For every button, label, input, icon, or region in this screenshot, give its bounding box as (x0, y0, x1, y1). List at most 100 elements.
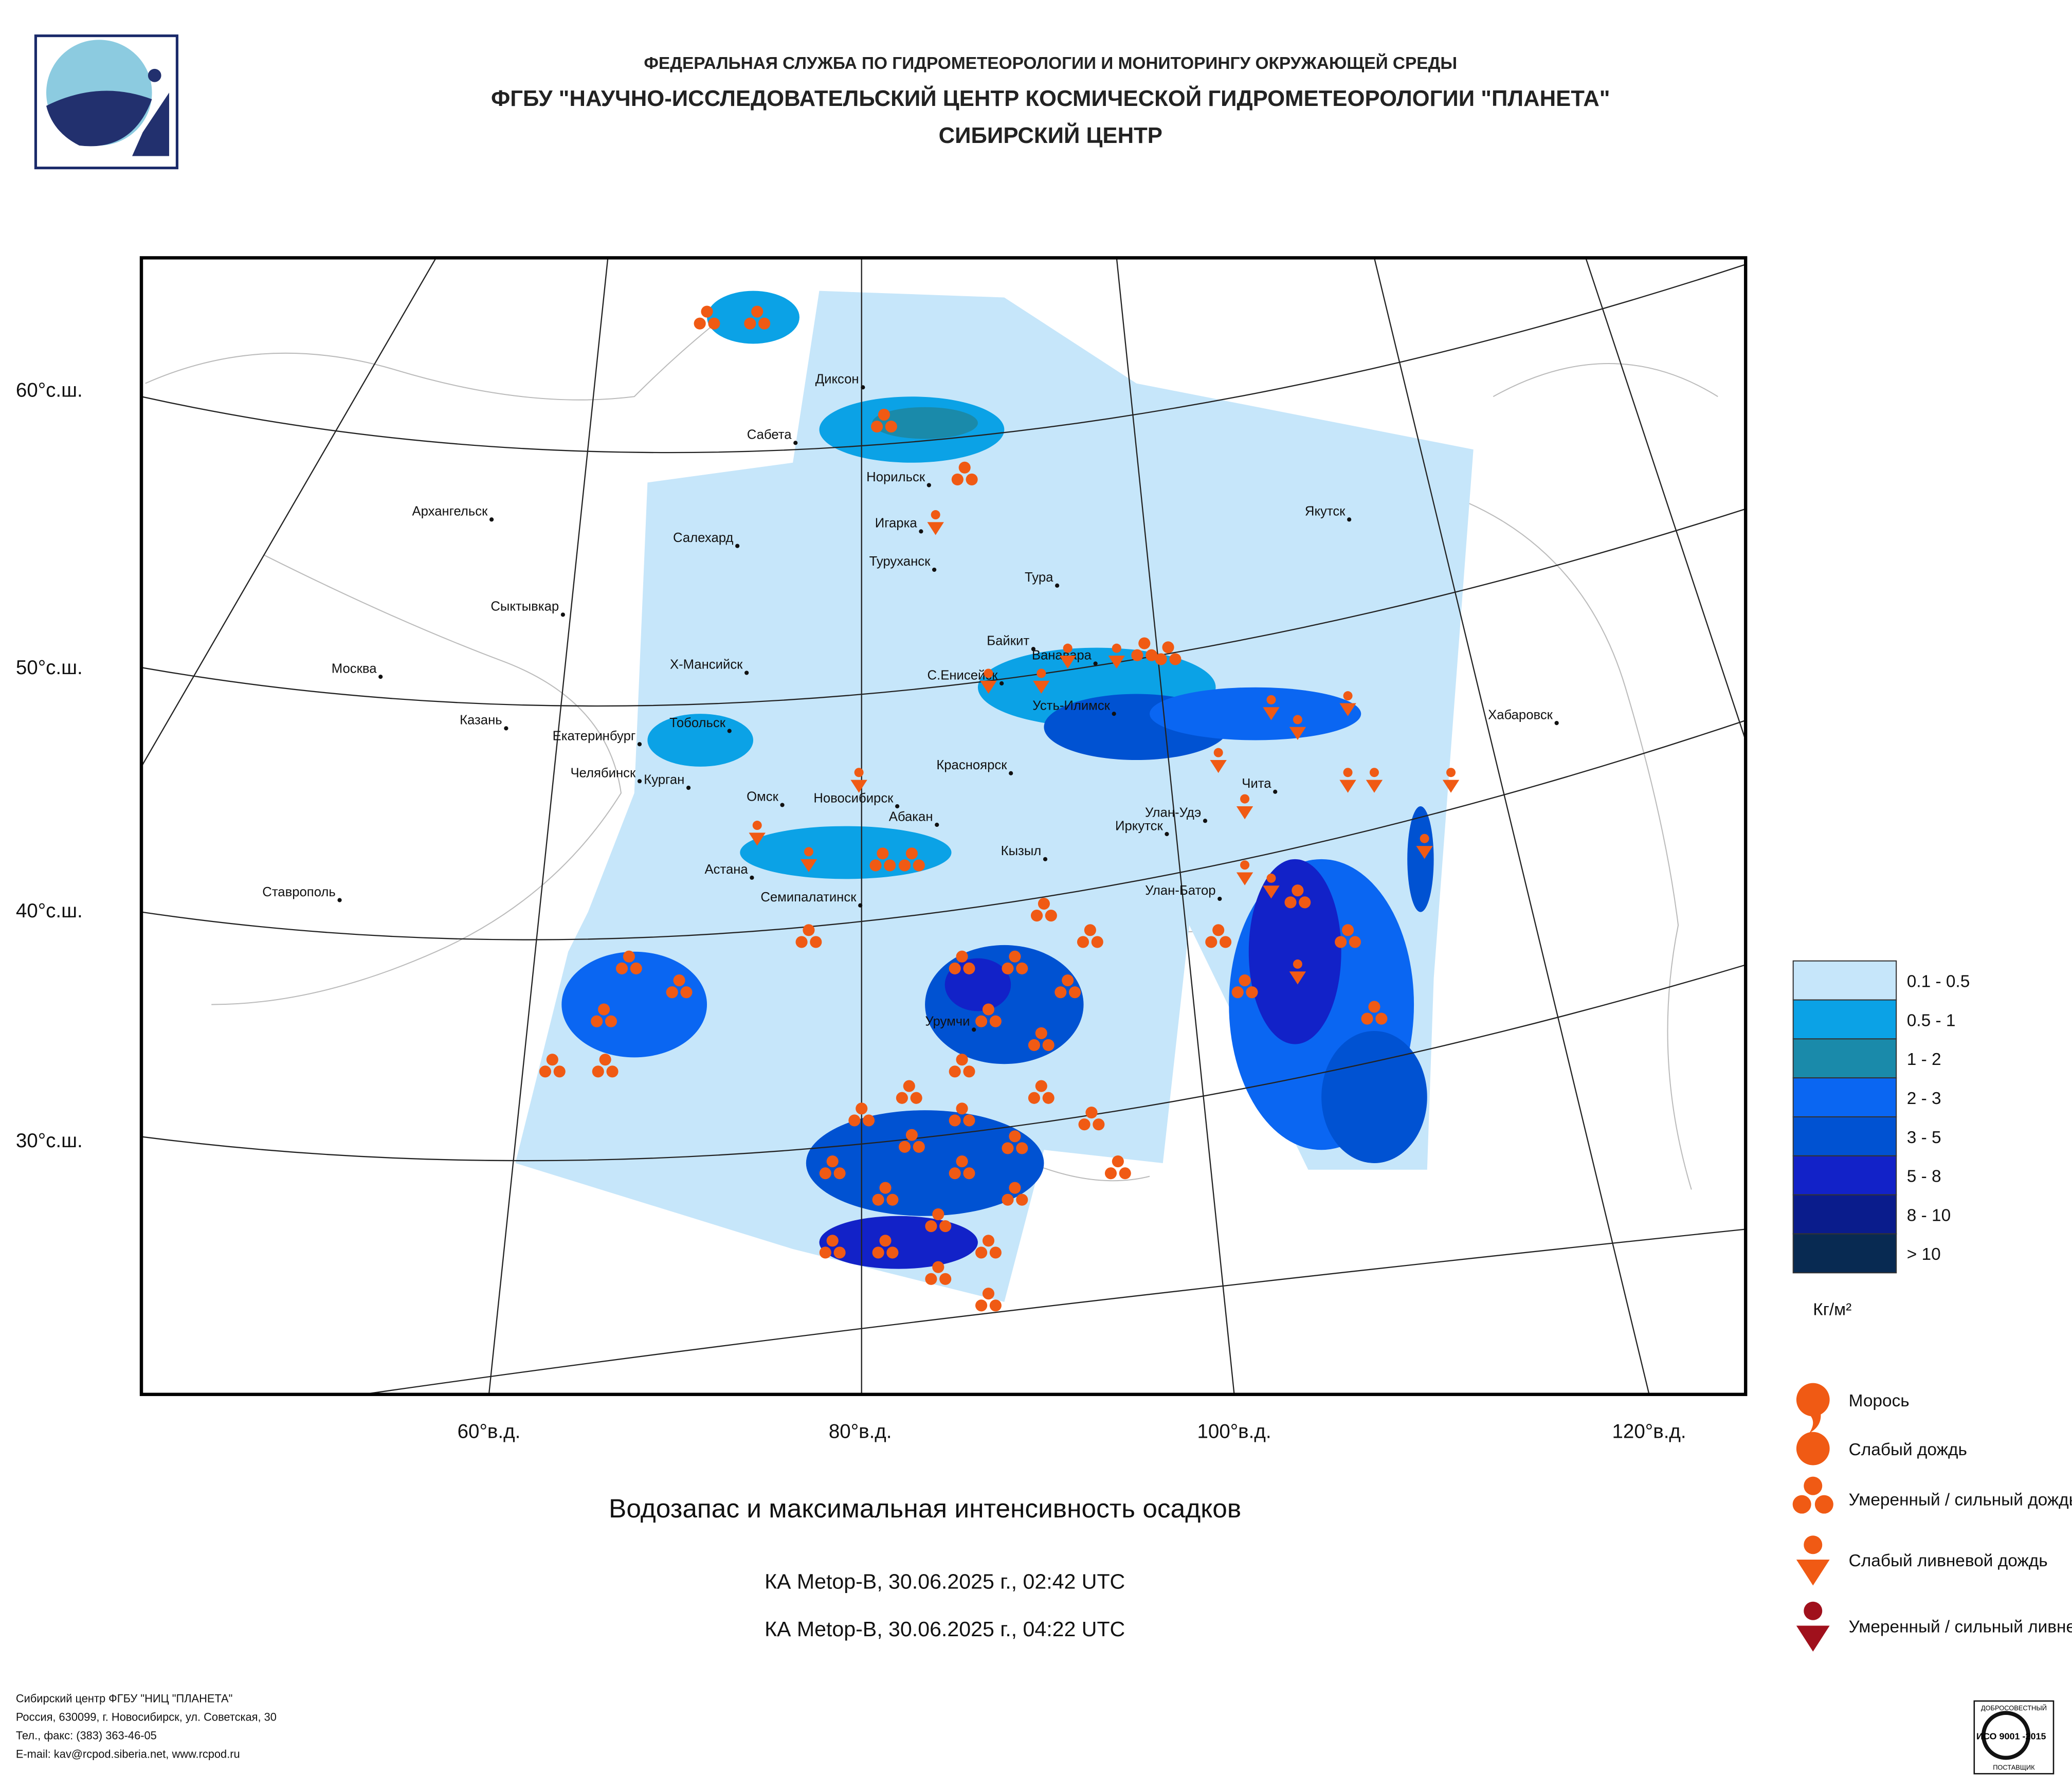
city-dot (504, 726, 508, 731)
symbol (886, 1193, 899, 1206)
city-label: Туруханск (869, 554, 931, 569)
legend-label: 0.1 - 0.5 (1907, 972, 1970, 991)
symbol (1055, 986, 1067, 999)
symbol (1035, 1027, 1047, 1039)
symbol (879, 1235, 892, 1247)
symbol (749, 833, 766, 846)
city-dot (919, 529, 923, 534)
lat-label: 60°с.ш. (16, 379, 83, 401)
city-dot (1009, 771, 1013, 775)
header-line: ФГБУ "НАУЧНО-ИССЛЕДОВАТЕЛЬСКИЙ ЦЕНТР КОС… (491, 85, 1610, 111)
symbol (1236, 872, 1253, 885)
symbol (701, 305, 713, 318)
symbol (546, 1054, 558, 1066)
symbol (1219, 936, 1232, 948)
symbol (1155, 653, 1167, 665)
symbol (597, 1003, 610, 1016)
symbol (905, 1129, 918, 1141)
symbol (819, 1167, 831, 1180)
symbol (1341, 924, 1354, 936)
symbol (1028, 1092, 1040, 1104)
symbol (1162, 641, 1174, 654)
city-label: Якутск (1305, 504, 1346, 519)
symbol (1293, 959, 1302, 969)
precip-legend: Морось Слабый дождь Умеренный / сильный до… (1792, 1383, 2072, 1652)
symbol (1289, 727, 1306, 740)
symbol (539, 1065, 552, 1078)
symbol (833, 1167, 846, 1180)
symbol (956, 1102, 968, 1115)
symbol (1009, 1182, 1021, 1194)
symbol (1368, 1001, 1380, 1013)
symbol (1266, 695, 1276, 704)
symbol (1792, 1495, 1811, 1514)
city-label: Новосибирск (813, 791, 894, 805)
symbol (800, 859, 817, 873)
lat-label: 50°с.ш. (16, 657, 83, 679)
symbol (1042, 1039, 1055, 1052)
city-label: Омск (747, 790, 778, 804)
symbol (1045, 910, 1057, 922)
city-dot (1203, 819, 1208, 823)
symbol (1063, 643, 1073, 653)
city-dot (637, 742, 642, 747)
symbol (1796, 1383, 1830, 1417)
symbol (1093, 1118, 1105, 1131)
symbol (1263, 707, 1280, 720)
badge-text: ДОБРОСОВЕСТНЫЙ (1981, 1704, 2047, 1712)
symbol (879, 1182, 892, 1194)
symbol (1240, 860, 1250, 870)
water-patches (561, 291, 1434, 1269)
symbol (896, 1092, 908, 1104)
city-dot (1031, 647, 1035, 652)
symbol (623, 950, 635, 963)
symbol (982, 1235, 995, 1247)
city-label: Казань (460, 713, 502, 728)
symbol (963, 1167, 975, 1180)
symbol (1796, 1625, 1830, 1652)
city-dot (1273, 789, 1278, 794)
symbol (1138, 637, 1151, 649)
symbol (1059, 656, 1076, 669)
precip-label: Умеренный / сильный дождь (1849, 1491, 2072, 1510)
symbol (1037, 668, 1046, 678)
city-dot (780, 803, 785, 807)
symbol (925, 1220, 937, 1233)
city-dot (1554, 720, 1559, 726)
symbol (939, 1273, 952, 1285)
city-label: Красноярск (936, 758, 1007, 772)
symbol (898, 859, 911, 872)
city-dot (861, 385, 865, 390)
precip-label: Умеренный / сильный ливневой дождь (1849, 1617, 2072, 1636)
city-label: Байкит (987, 634, 1029, 648)
symbol (884, 859, 896, 872)
symbol (863, 1114, 875, 1127)
symbol (989, 1246, 1002, 1259)
symbol (1108, 656, 1125, 669)
city-label: Чита (1242, 776, 1271, 791)
symbol (1361, 1012, 1373, 1025)
symbol (680, 986, 693, 999)
city-label: Диксон (815, 372, 859, 387)
symbol (1266, 873, 1276, 883)
symbol (982, 1003, 995, 1016)
city-label: Ванавара (1032, 648, 1092, 663)
symbol (1369, 768, 1379, 777)
city-dot (560, 612, 565, 617)
symbol (1420, 834, 1429, 843)
symbol (949, 1065, 961, 1078)
city-dot (999, 681, 1004, 686)
symbol (1804, 1535, 1823, 1554)
legend: 0.1 - 0.5 0.5 - 1 1 - 2 2 - 3 3 - 5 5 - 8 8 - … (1792, 960, 1970, 1274)
symbol (951, 473, 964, 485)
symbol (708, 317, 720, 330)
symbol (1293, 715, 1302, 725)
symbol (1035, 1080, 1047, 1092)
symbol (810, 936, 822, 948)
precip-label: Слабый дождь (1849, 1440, 1967, 1459)
city-dot (727, 729, 732, 733)
city-label: Усть-Илимск (1032, 698, 1110, 713)
city-dot (926, 483, 931, 487)
symbol (870, 421, 883, 433)
